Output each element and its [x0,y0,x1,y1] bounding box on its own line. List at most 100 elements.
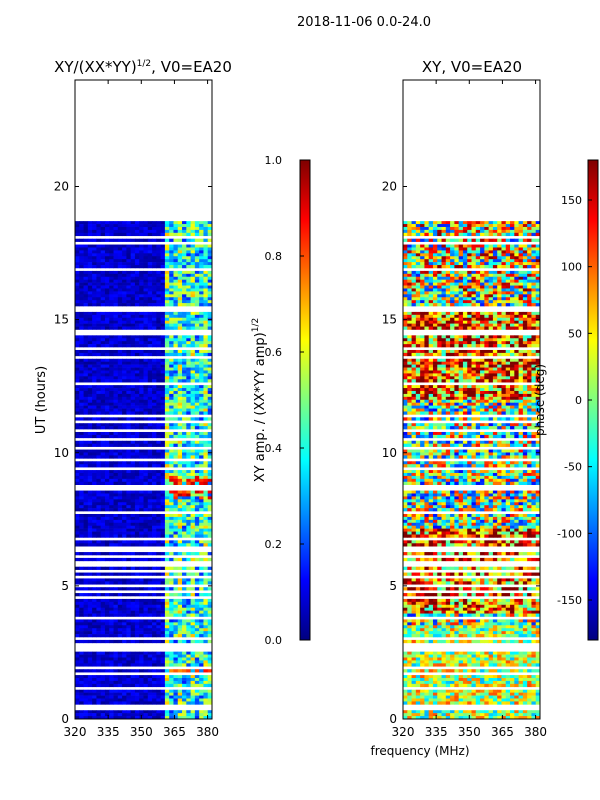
heatmap-cell [169,478,174,483]
heatmap-cell [113,244,119,248]
heatmap-cell [100,373,106,377]
heatmap-cell [535,288,541,292]
heatmap-cell [75,540,80,544]
heatmap-cell [75,519,80,524]
heatmap-cell [139,513,144,518]
heatmap-cell [104,443,110,447]
heatmap-cell [428,265,434,269]
heatmap-cell [75,613,80,617]
heatmap-cell [475,285,481,289]
heatmap-cell [156,244,162,248]
heatmap-cell [109,490,114,494]
heatmap-cell [169,534,174,538]
heatmap-cell [454,297,460,301]
heatmap-cell [152,598,157,603]
heatmap-cell [83,259,89,263]
heatmap-cell [432,262,438,266]
heatmap-cell [139,654,144,658]
heatmap-cell [126,405,132,409]
heatmap-cell [117,543,123,547]
heatmap-cell [488,221,494,225]
heatmap-cell [117,516,123,521]
heatmap-cell [75,470,80,474]
heatmap-cell [535,297,541,301]
heatmap-cell [113,516,119,521]
heatmap-cell [134,695,140,699]
heatmap-cell [87,259,93,263]
heatmap-cell [207,610,213,614]
heatmap-cell [160,373,166,377]
heatmap-cell [207,291,213,295]
heatmap-cell [182,431,187,436]
heatmap-cell [527,270,532,275]
heatmap-cell [199,270,204,275]
heatmap-cell [190,358,196,362]
heatmap-cell [160,364,166,368]
heatmap-cell [203,221,209,225]
heatmap-cell [104,370,110,374]
heatmap-cell [190,698,196,702]
heatmap-cell [79,273,84,278]
heatmap-cell [164,516,170,521]
heatmap-cell [79,259,84,263]
heatmap-cell [492,229,498,234]
heatmap-cell [160,396,166,401]
heatmap-cell [143,540,149,544]
heatmap-cell [510,229,515,234]
heatmap-cell [186,593,191,597]
heatmap-cell [207,385,213,389]
heatmap-cell [92,519,97,524]
heatmap-cell [126,388,132,392]
heatmap-cell [164,634,170,638]
heatmap-cell [186,411,191,415]
heatmap-cell [109,449,114,453]
heatmap-cell [113,367,119,371]
heatmap-cell [424,291,430,295]
heatmap-cell [501,247,507,251]
heatmap-cell [109,402,114,406]
heatmap-cell [441,270,447,275]
heatmap-cell [207,376,213,380]
heatmap-cell [194,634,200,638]
heatmap-cell [199,291,204,295]
heatmap-cell [182,587,187,591]
heatmap-cell [130,578,136,582]
heatmap-cell [173,256,179,260]
heatmap-cell [186,639,191,644]
heatmap-cell [164,417,170,421]
heatmap-cell [186,270,191,275]
heatmap-cell [147,317,153,321]
heatmap-cell [79,311,84,316]
heatmap-cell [177,238,183,242]
heatmap-cell [207,297,213,301]
heatmap-cell [160,232,166,237]
heatmap-cell [122,370,127,374]
heatmap-cell [152,390,157,395]
heatmap-cell [143,388,149,392]
heatmap-cell [164,628,170,632]
heatmap-cell [130,279,136,283]
heatmap-cell [143,713,149,717]
heatmap-cell [535,224,541,228]
heatmap-cell [109,610,114,614]
heatmap-cell [83,601,89,606]
heatmap-cell [79,675,84,679]
heatmap-cell [139,244,144,248]
heatmap-cell [100,678,106,682]
heatmap-cell [96,610,102,614]
colorbar-tick-label: 1.0 [265,154,283,167]
heatmap-cell [190,335,196,339]
heatmap-cell [75,475,80,480]
heatmap-cell [203,698,209,702]
heatmap-cell [186,361,191,365]
heatmap-cell [186,440,191,444]
heatmap-cell [130,505,136,509]
heatmap-cell [522,279,528,283]
heatmap-cell [475,294,481,298]
heatmap-cell [126,601,132,606]
heatmap-cell [432,282,438,286]
heatmap-cell [104,713,110,717]
heatmap-cell [147,710,153,714]
heatmap-cell [194,519,200,524]
heatmap-cell [199,373,204,377]
